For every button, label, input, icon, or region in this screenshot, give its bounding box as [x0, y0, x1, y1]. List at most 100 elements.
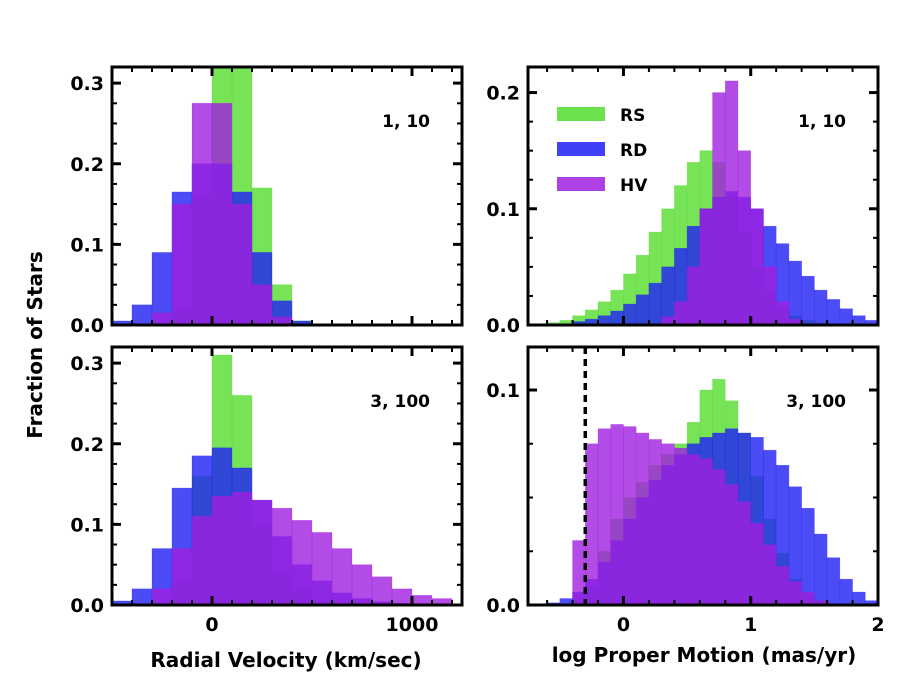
bar-hv — [331, 548, 353, 605]
bar-hv — [211, 495, 233, 605]
bar-hv — [699, 208, 713, 325]
bar-rd — [826, 299, 841, 325]
bar-hv — [763, 266, 777, 325]
legend-label-rd: RD — [620, 141, 647, 161]
legend: RS RD HV — [557, 106, 648, 196]
bar-hv — [351, 564, 373, 605]
y-tick-label: 0.2 — [486, 83, 520, 105]
bar-hv — [801, 591, 815, 605]
bar-hv — [686, 454, 701, 605]
panel-annotation: 1, 10 — [798, 112, 846, 132]
bar-hv — [231, 491, 253, 605]
bar-hv — [231, 203, 253, 325]
y-tick-label: 0.1 — [70, 514, 104, 536]
axes-frame — [110, 345, 464, 607]
bars-top-left — [112, 67, 313, 325]
bar-hv — [775, 565, 790, 605]
bar-hv — [788, 581, 802, 605]
bar-rd — [635, 294, 650, 325]
panel-annotation: 3, 100 — [786, 392, 846, 412]
bar-hv — [712, 92, 726, 325]
bar-rd — [801, 275, 815, 325]
bar-hv — [648, 439, 662, 605]
bar-hv — [724, 484, 739, 605]
bar-rd — [131, 304, 153, 325]
panel-bottom-right: 0.0 0.1 0 1 2 3, 100 — [486, 345, 885, 636]
bar-hv — [686, 266, 701, 325]
bar-hv — [712, 469, 726, 605]
bar-rd — [814, 533, 828, 605]
legend-label-hv: HV — [620, 176, 648, 196]
bar-hv — [724, 80, 739, 325]
legend-swatch-rs — [557, 107, 605, 121]
bar-rd — [788, 260, 802, 325]
bar-hv — [251, 284, 273, 325]
bar-hv — [674, 447, 688, 605]
bar-rd — [826, 557, 841, 605]
axes-frame — [526, 65, 880, 327]
bars-bottom-right — [546, 378, 878, 605]
bar-hv — [271, 507, 293, 605]
bar-hv — [775, 301, 790, 325]
x-tick-label: 0 — [205, 614, 218, 636]
axes-frame — [526, 345, 880, 607]
legend-swatch-hv — [557, 177, 605, 191]
bar-hv — [763, 544, 777, 605]
x-tick-label: 1000 — [386, 614, 439, 636]
y-tick-label: 0.0 — [70, 315, 104, 337]
legend-label-rs: RS — [620, 106, 645, 126]
bar-hv — [311, 532, 333, 605]
y-tick-label: 0.0 — [486, 595, 520, 617]
x-tick-label: 0 — [617, 614, 630, 636]
panel-top-right: 0.0 0.1 0.2 1, 10 — [486, 65, 880, 337]
panel-top-left: 0.0 0.1 0.2 0.3 1, 10 — [70, 65, 464, 337]
bar-hv — [623, 426, 637, 605]
bar-hv — [750, 208, 764, 325]
bar-hv — [737, 501, 752, 605]
y-axis-label: Fraction of Stars — [23, 251, 47, 439]
legend-swatch-rd — [557, 142, 605, 156]
axes-frame — [110, 65, 464, 327]
bar-hv — [750, 522, 764, 605]
x-tick-label: 2 — [871, 614, 884, 636]
panel-annotation: 3, 100 — [370, 392, 430, 412]
y-tick-label: 0.1 — [486, 199, 520, 221]
bar-hv — [391, 588, 413, 605]
y-tick-label: 0.3 — [70, 73, 104, 95]
bar-hv — [191, 102, 213, 325]
bar-rd — [648, 282, 662, 325]
bar-hv — [635, 432, 650, 605]
bar-hv — [211, 102, 233, 325]
panel-bottom-left: 0.0 0.1 0.2 0.3 0 1000 3, 100 — [70, 345, 464, 636]
y-tick-label: 0.1 — [486, 380, 520, 402]
bar-hv — [151, 312, 173, 325]
bar-hv — [191, 516, 213, 605]
panel-annotation: 1, 10 — [382, 112, 430, 132]
y-tick-label: 0.1 — [70, 234, 104, 256]
bars-bottom-left — [112, 354, 453, 605]
bar-rd — [131, 588, 153, 605]
bar-hv — [699, 458, 713, 605]
bar-hv — [171, 548, 193, 605]
bar-hv — [151, 588, 173, 605]
y-tick-label: 0.3 — [70, 353, 104, 375]
bar-rd — [839, 578, 853, 605]
bars-top-right — [546, 80, 878, 325]
bar-hv — [291, 520, 313, 605]
y-tick-label: 0.0 — [70, 595, 104, 617]
bar-rd — [661, 266, 675, 325]
x-tick-label: 1 — [744, 614, 757, 636]
bar-rd — [801, 507, 815, 605]
bar-hv — [251, 499, 273, 605]
y-tick-label: 0.0 — [486, 315, 520, 337]
x-axis-label-left: Radial Velocity (km/sec) — [150, 648, 421, 672]
bar-rd — [610, 310, 624, 325]
x-axis-label-right: log Proper Motion (mas/yr) — [552, 643, 857, 667]
y-tick-label: 0.2 — [70, 154, 104, 176]
bar-hv — [171, 203, 193, 325]
bar-hv — [737, 150, 752, 325]
y-tick-label: 0.2 — [70, 434, 104, 456]
bar-hv — [584, 443, 599, 605]
bar-rd — [839, 308, 853, 325]
